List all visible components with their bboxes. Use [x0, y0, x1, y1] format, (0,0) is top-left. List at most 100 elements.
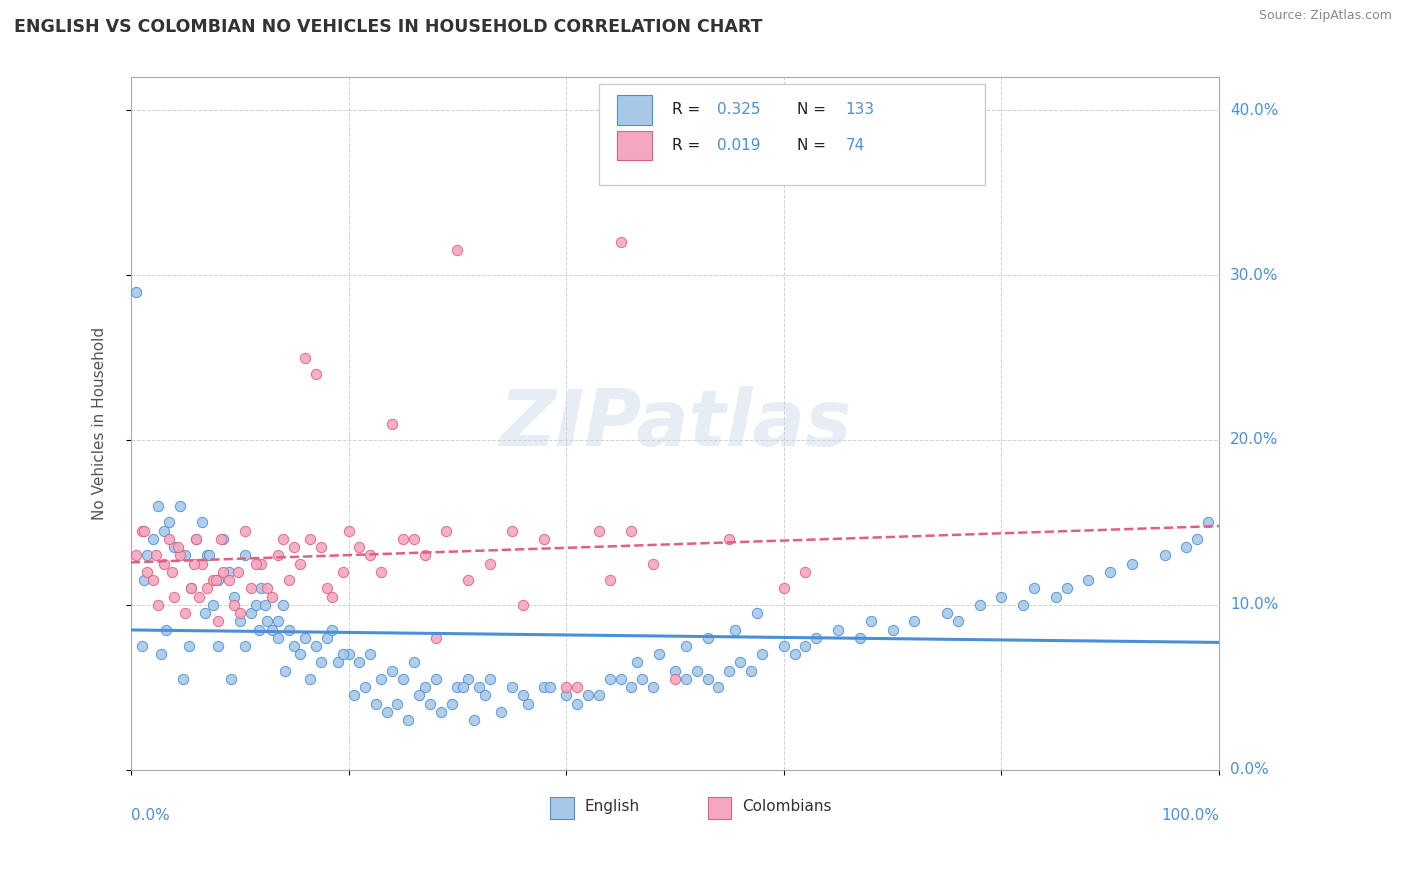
Point	[337, 524, 360, 538]
Point	[142, 532, 165, 546]
Point	[588, 689, 610, 703]
Point	[283, 639, 305, 653]
Point	[224, 590, 246, 604]
Point	[565, 697, 588, 711]
Point	[267, 614, 290, 628]
Point	[271, 532, 294, 546]
Point	[446, 680, 468, 694]
Text: ZIPatlas: ZIPatlas	[499, 385, 851, 461]
Point	[188, 590, 211, 604]
Point	[271, 598, 294, 612]
Point	[209, 532, 232, 546]
Text: N =: N =	[797, 103, 825, 118]
Point	[1153, 549, 1175, 563]
Point	[207, 614, 229, 628]
Point	[392, 532, 415, 546]
Text: R =: R =	[672, 138, 700, 153]
Point	[283, 540, 305, 554]
Point	[229, 614, 252, 628]
Point	[337, 647, 360, 661]
Point	[247, 623, 270, 637]
Point	[212, 565, 235, 579]
Point	[166, 540, 188, 554]
Point	[132, 524, 155, 538]
Point	[675, 639, 697, 653]
Point	[512, 689, 534, 703]
Point	[457, 672, 479, 686]
Point	[882, 623, 904, 637]
Point	[565, 680, 588, 694]
Point	[142, 573, 165, 587]
Point	[718, 532, 741, 546]
Point	[419, 697, 441, 711]
Point	[425, 631, 447, 645]
Point	[620, 524, 643, 538]
Point	[194, 606, 217, 620]
Point	[402, 656, 425, 670]
Point	[195, 582, 218, 596]
Point	[145, 549, 167, 563]
Point	[163, 540, 186, 554]
Point	[599, 672, 621, 686]
Point	[413, 680, 436, 694]
FancyBboxPatch shape	[617, 131, 652, 161]
Point	[146, 598, 169, 612]
Point	[183, 557, 205, 571]
Point	[626, 656, 648, 670]
Point	[169, 499, 191, 513]
Point	[533, 532, 555, 546]
Point	[772, 639, 794, 653]
Point	[224, 598, 246, 612]
Point	[1045, 590, 1067, 604]
Point	[131, 639, 153, 653]
Point	[413, 549, 436, 563]
Point	[538, 680, 561, 694]
Point	[707, 680, 730, 694]
Point	[163, 590, 186, 604]
Point	[696, 672, 718, 686]
Point	[305, 639, 328, 653]
Point	[294, 351, 316, 365]
Point	[686, 664, 709, 678]
Point	[157, 516, 180, 530]
Point	[359, 549, 381, 563]
Point	[794, 639, 817, 653]
Text: N =: N =	[797, 138, 825, 153]
Point	[253, 598, 276, 612]
Point	[381, 664, 404, 678]
Point	[233, 549, 256, 563]
Point	[696, 631, 718, 645]
Point	[218, 573, 240, 587]
Text: R =: R =	[672, 103, 700, 118]
Point	[946, 614, 969, 628]
Point	[136, 549, 159, 563]
FancyBboxPatch shape	[617, 95, 652, 125]
Point	[201, 573, 224, 587]
Point	[446, 244, 468, 258]
Text: Source: ZipAtlas.com: Source: ZipAtlas.com	[1258, 9, 1392, 22]
Point	[321, 623, 343, 637]
Point	[751, 647, 773, 661]
Point	[250, 582, 273, 596]
Point	[201, 598, 224, 612]
Point	[274, 664, 297, 678]
Text: 0.325: 0.325	[717, 103, 761, 118]
Point	[969, 598, 991, 612]
FancyBboxPatch shape	[707, 797, 731, 819]
Text: 133: 133	[846, 103, 875, 118]
Point	[675, 672, 697, 686]
Point	[392, 672, 415, 686]
Point	[152, 524, 174, 538]
Point	[436, 524, 458, 538]
Point	[125, 285, 148, 299]
Point	[478, 672, 501, 686]
Text: 74: 74	[846, 138, 865, 153]
Point	[740, 664, 762, 678]
Point	[245, 557, 267, 571]
Point	[370, 565, 392, 579]
Point	[177, 639, 200, 653]
Point	[162, 565, 184, 579]
Point	[990, 590, 1012, 604]
Point	[827, 623, 849, 637]
Point	[794, 565, 817, 579]
